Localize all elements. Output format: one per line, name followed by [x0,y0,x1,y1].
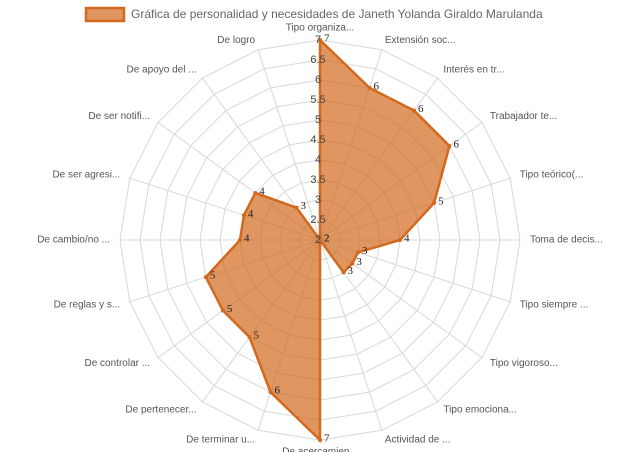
spoke [257,49,321,241]
radar-point [318,38,322,42]
r-tick-label: 2 [315,234,321,246]
category-label: Tipo teórico(... [520,170,584,181]
data-label: 5 [227,303,233,315]
data-label: 3 [362,245,368,257]
data-label: 5 [253,330,259,342]
radar-point [432,200,437,205]
category-label: De ser notifi... [88,111,150,122]
legend-swatch [84,6,126,23]
data-label: 4 [244,233,250,245]
radar-point [447,143,452,148]
category-label: De pertenecer... [125,405,196,416]
radar-point [341,270,346,275]
category-label: De logro [217,35,255,46]
radar-point [412,108,417,113]
r-tick-label: 6.5 [310,54,325,66]
data-label: 6 [453,138,459,150]
radar-point [318,438,322,442]
radar-point [268,390,273,395]
radar-point [356,250,361,255]
radar-point [350,261,355,266]
data-label: 3 [300,200,306,212]
radar-point [253,190,258,195]
data-label: 2 [324,233,330,245]
data-label: 5 [210,270,216,282]
data-label: 5 [438,195,444,207]
data-label: 6 [373,80,379,92]
radar-point [238,238,242,242]
category-label: De terminar u... [186,434,255,445]
category-label: Toma de decis... [530,235,603,246]
category-label: Tipo siempre ... [520,300,589,311]
data-label: 3 [348,265,354,277]
radar-point [318,238,322,242]
category-label: De controlar ... [85,358,151,369]
data-label: 6 [418,103,424,115]
radar-point [367,85,372,90]
category-label: Tipo vigoroso... [490,358,558,369]
radar-point [241,213,246,218]
data-label: 4 [404,233,410,245]
data-label: 4 [259,186,265,198]
radar-point [203,275,208,280]
spoke [319,239,383,431]
category-label: Actividad de ... [385,434,451,445]
r-tick-label: 5 [315,114,321,126]
category-label: De cambio/no ... [37,235,110,246]
category-label: Trabajador te... [490,111,557,122]
radar-point [294,205,299,210]
r-tick-label: 5.5 [310,94,325,106]
r-tick-label: 4 [315,154,321,166]
legend-label: Gráfica de personalidad y necesidades de… [131,7,543,21]
r-tick-label: 4.5 [310,134,325,146]
category-label: Interés en tr... [443,65,504,76]
r-tick-label: 3.5 [310,174,325,186]
category-label: De apoyo del ... [127,65,197,76]
r-tick-label: 6 [315,74,321,86]
category-label: De acercamien... [282,447,358,452]
radar-point [398,238,402,242]
radar-point [220,308,225,313]
data-label: 4 [248,208,254,220]
category-label: Tipo organiza... [286,23,355,34]
data-label: 3 [356,256,362,268]
r-tick-label: 7 [315,34,321,46]
category-label: De ser agresi... [52,170,120,181]
data-label: 7 [324,433,330,445]
r-tick-label: 3 [315,194,321,206]
category-label: De reglas y s... [54,300,121,311]
data-label: 7 [324,33,330,45]
category-label: Tipo emociona... [443,405,517,416]
radar-point [247,335,252,340]
category-label: Extensión soc... [385,35,456,46]
r-tick-label: 2.5 [310,214,325,226]
data-label: 6 [275,385,281,397]
data-label: 2 [324,233,330,245]
